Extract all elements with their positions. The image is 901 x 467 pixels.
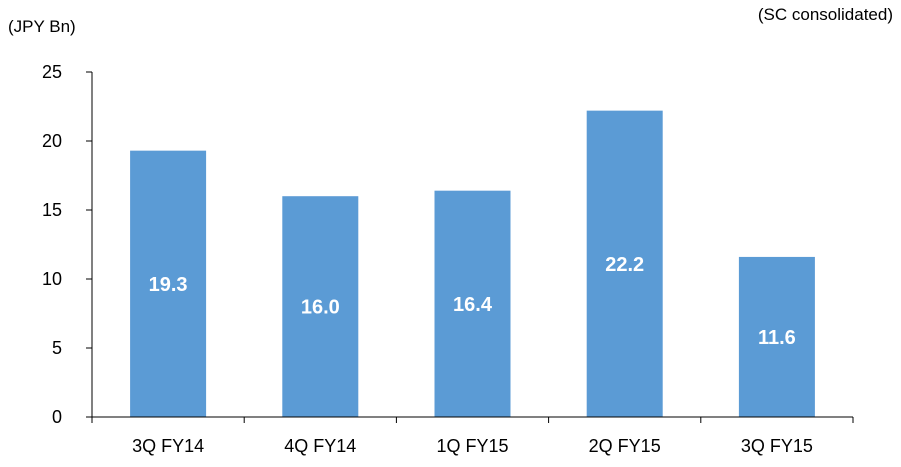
y-tick-label: 10 [42,269,62,289]
data-label: 16.4 [453,294,493,316]
y-tick-label: 0 [52,407,62,427]
x-tick-label: 2Q FY15 [589,436,661,456]
unit-label: (JPY Bn) [8,17,76,36]
x-tick-label: 3Q FY14 [132,436,204,456]
data-label: 19.3 [149,274,188,296]
x-tick-label: 3Q FY15 [741,436,813,456]
y-tick-label: 25 [42,62,62,82]
x-tick-label: 1Q FY15 [436,436,508,456]
y-tick-label: 15 [42,200,62,220]
y-tick-label: 5 [52,338,62,358]
note-label: (SC consolidated) [758,5,893,24]
bars: 19.3 16.0 16.4 22.2 11.6 [130,111,815,417]
y-tick-label: 20 [42,131,62,151]
x-axis-ticks: 3Q FY14 4Q FY14 1Q FY15 2Q FY15 3Q FY15 [132,436,813,456]
data-label: 22.2 [605,254,644,276]
data-label: 11.6 [758,327,796,349]
x-tick-label: 4Q FY14 [284,436,356,456]
y-axis-ticks: 0 5 10 15 20 25 [42,62,62,427]
data-label: 16.0 [301,297,340,319]
